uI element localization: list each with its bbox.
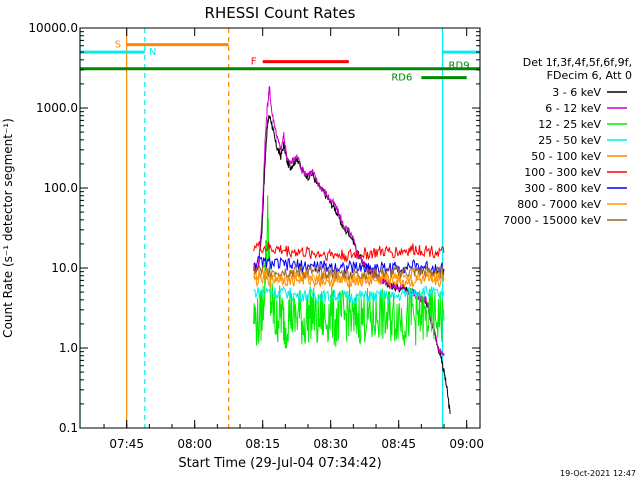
series-line-6 bbox=[253, 256, 445, 275]
y-tick-label-5: 10000.0 bbox=[28, 21, 78, 35]
legend: Det 1f,3f,4f,5f,6f,9f,FDecim 6, Att 0 3 -… bbox=[503, 56, 632, 227]
legend-header-1: FDecim 6, Att 0 bbox=[547, 69, 632, 82]
chart-title: RHESSI Count Rates bbox=[205, 4, 356, 22]
legend-label-7: 800 - 7000 keV bbox=[517, 198, 601, 211]
legend-label-6: 300 - 800 keV bbox=[524, 182, 601, 195]
x-tick-label-0: 07:45 bbox=[109, 437, 144, 451]
flag-label-3: RD6 bbox=[391, 73, 412, 84]
y-tick-label-1: 1.0 bbox=[59, 341, 78, 355]
series-line-8 bbox=[253, 264, 445, 281]
x-tick-label-1: 08:00 bbox=[177, 437, 212, 451]
y-axis-label: Count Rate (s⁻¹ detector segment⁻¹) bbox=[1, 118, 15, 338]
flag-label-2: F bbox=[251, 57, 257, 68]
legend-label-4: 50 - 100 keV bbox=[531, 150, 601, 163]
y-tick-label-2: 10.0 bbox=[51, 261, 78, 275]
series-line-5 bbox=[253, 241, 445, 263]
legend-label-5: 100 - 300 keV bbox=[524, 166, 601, 179]
legend-label-1: 6 - 12 keV bbox=[545, 102, 601, 115]
series-7 bbox=[253, 267, 445, 285]
y-axis-ticks: 0.1 1.0 10.0 100.0 1000.0 10000.0 bbox=[28, 21, 480, 435]
flags-group: S N F RD6 RD9 bbox=[80, 40, 480, 84]
legend-label-8: 7000 - 15000 keV bbox=[503, 214, 601, 227]
series-8 bbox=[253, 264, 445, 281]
flag-label-1: N bbox=[149, 47, 156, 58]
series-group bbox=[253, 86, 451, 414]
x-axis-ticks: 07:45 08:00 08:15 08:30 08:45 09:00 bbox=[103, 28, 484, 451]
series-3 bbox=[253, 285, 445, 307]
legend-label-0: 3 - 6 keV bbox=[552, 86, 601, 99]
x-axis-label: Start Time (29-Jul-04 07:34:42) bbox=[178, 456, 381, 471]
series-line-3 bbox=[253, 285, 445, 307]
legend-header-0: Det 1f,3f,4f,5f,6f,9f, bbox=[523, 56, 632, 69]
x-tick-label-4: 08:45 bbox=[381, 437, 416, 451]
x-tick-label-2: 08:15 bbox=[245, 437, 280, 451]
series-6 bbox=[253, 256, 445, 275]
flag-label-0: S bbox=[115, 40, 121, 51]
y-tick-label-4: 1000.0 bbox=[36, 101, 78, 115]
flag-label-4: RD9 bbox=[449, 61, 470, 72]
x-tick-label-3: 08:30 bbox=[313, 437, 348, 451]
series-line-7 bbox=[253, 267, 445, 285]
legend-label-2: 12 - 25 keV bbox=[538, 118, 601, 131]
legend-label-3: 25 - 50 keV bbox=[538, 134, 601, 147]
y-tick-label-3: 100.0 bbox=[44, 181, 78, 195]
x-tick-label-5: 09:00 bbox=[449, 437, 484, 451]
y-tick-label-0: 0.1 bbox=[59, 421, 78, 435]
plot-frame bbox=[79, 27, 481, 429]
footer-timestamp: 19-Oct-2021 12:47 bbox=[560, 469, 636, 478]
series-5 bbox=[253, 241, 445, 263]
